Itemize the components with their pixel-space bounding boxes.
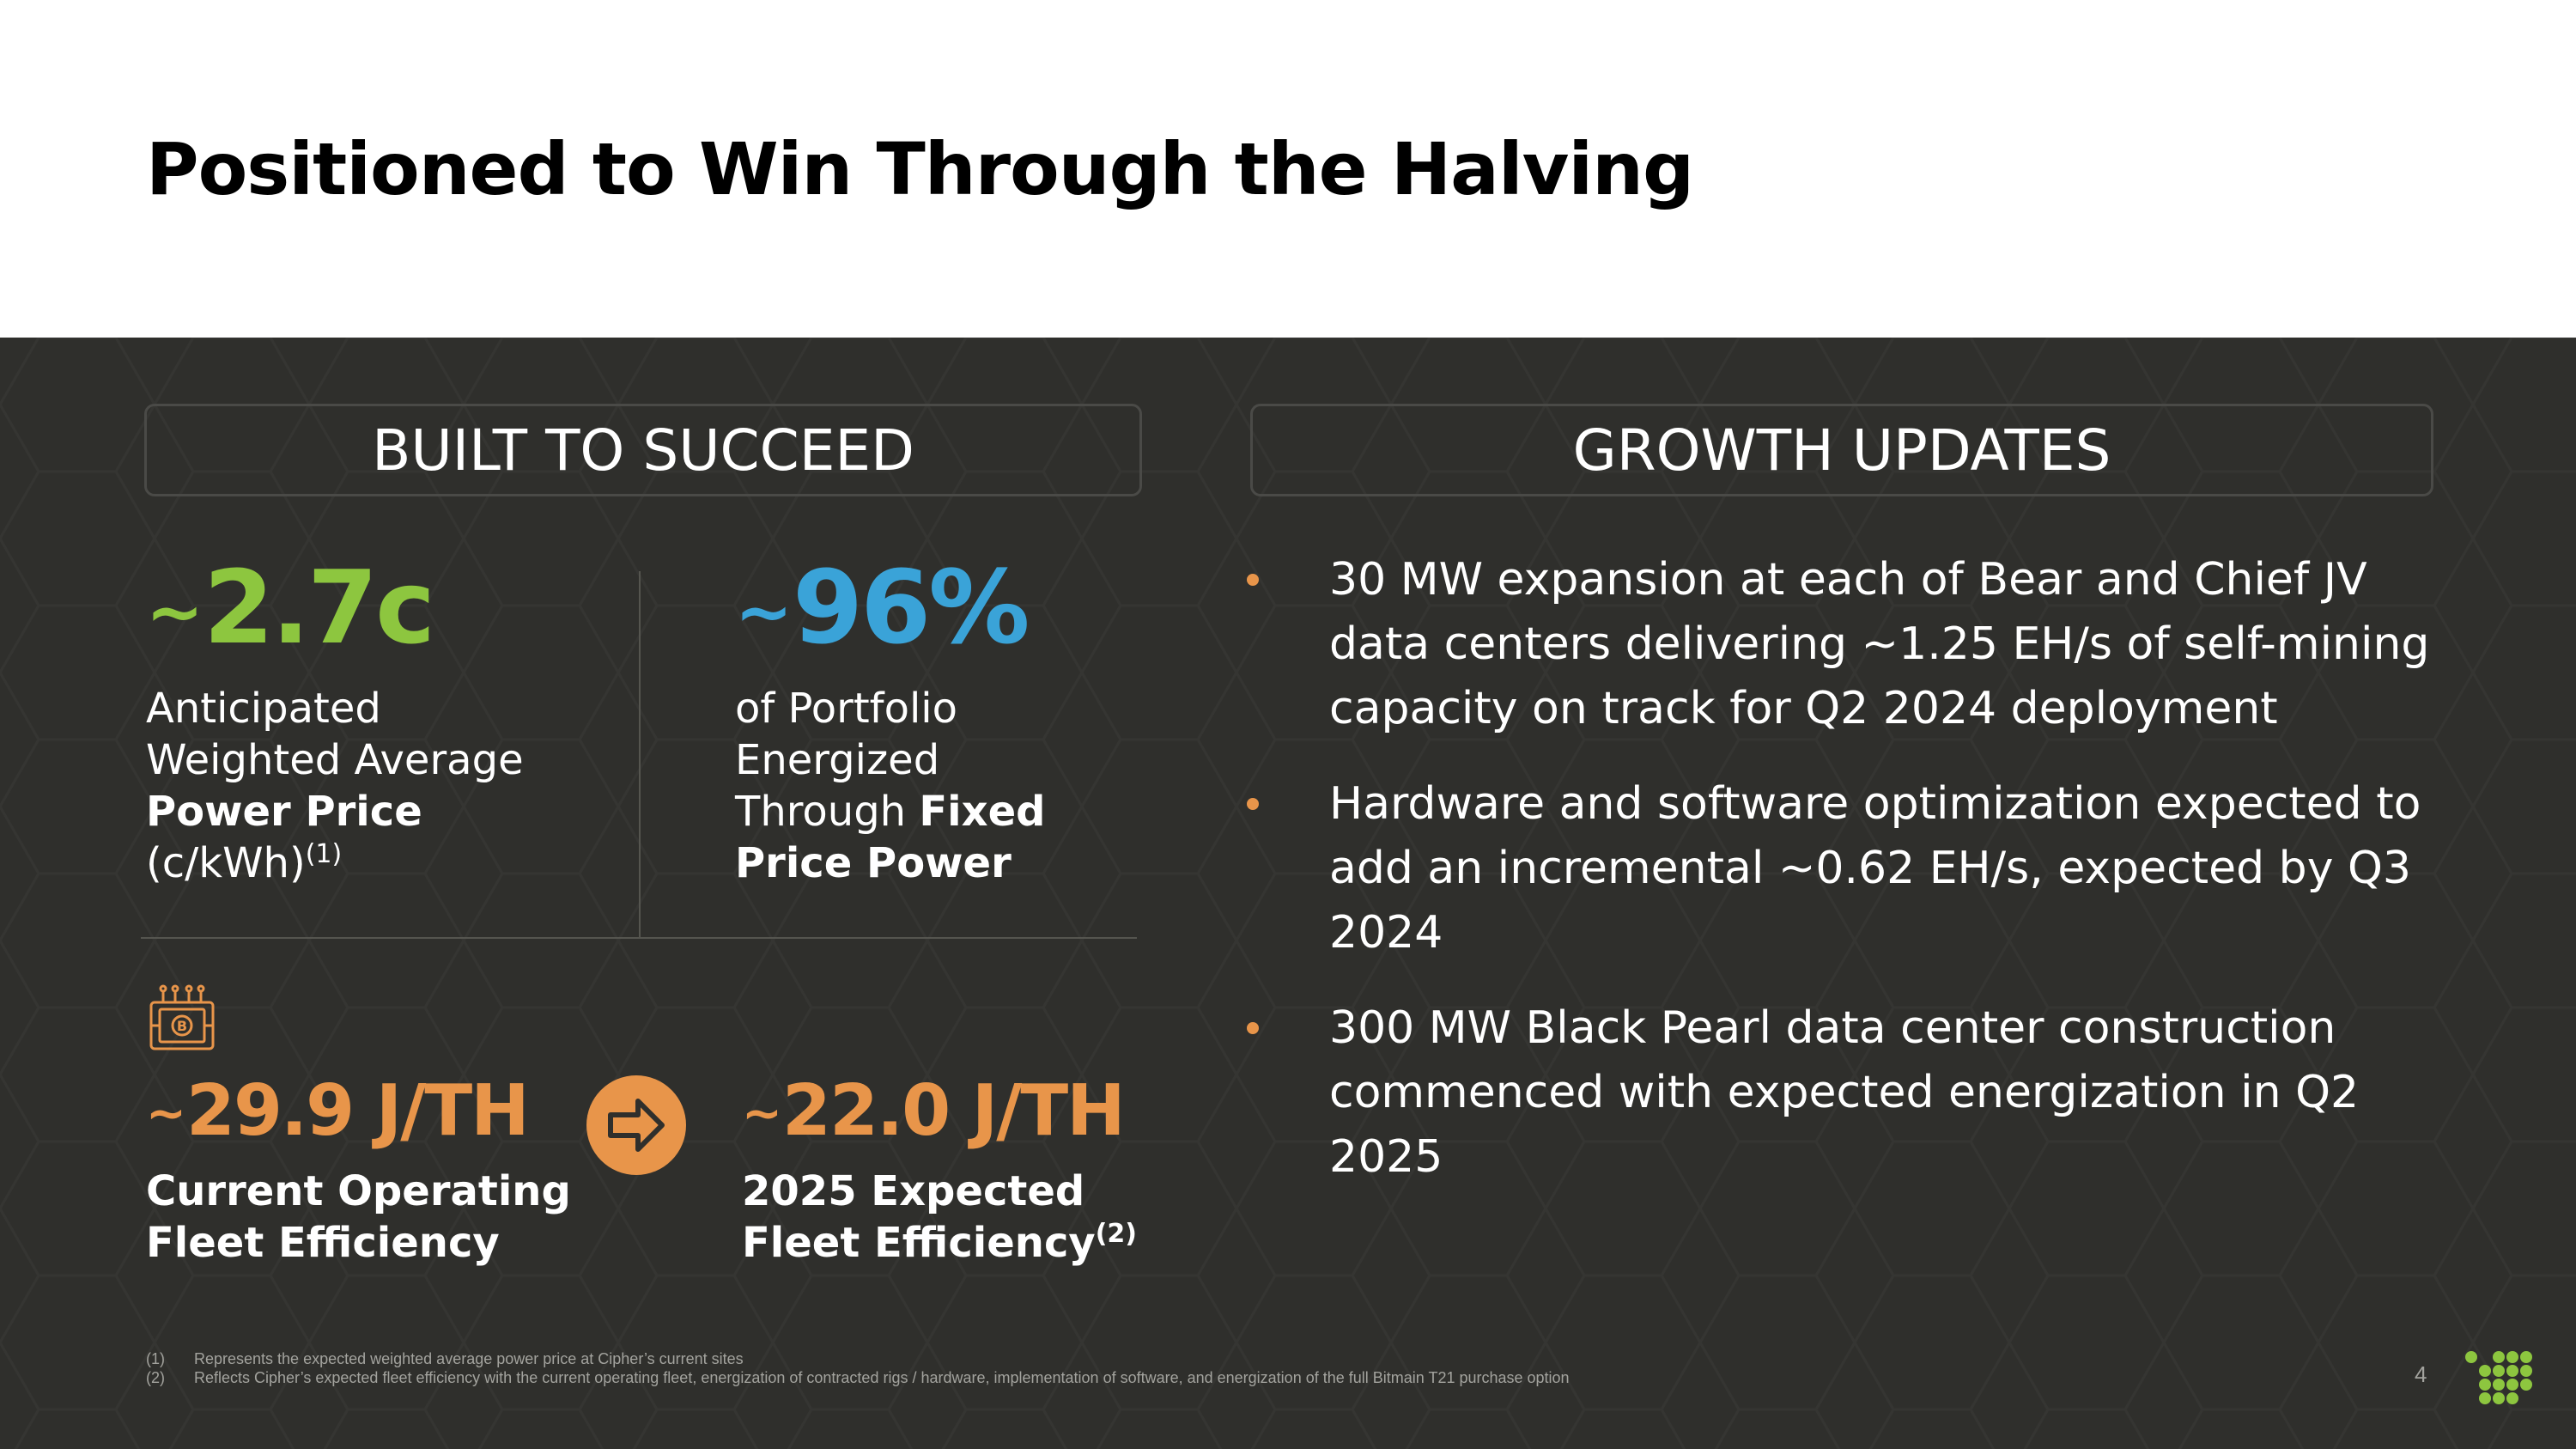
footnote-ref-1: (1) [305,839,343,869]
desc-line: Current Operating [146,1167,571,1215]
current-efficiency-value: 29.9 J/TH [185,1070,530,1152]
desc-line: Through [735,788,920,836]
desc-bold-line: Price Power [735,839,1012,887]
desc-bold-line: Power Price [146,788,422,836]
growth-updates-heading: GROWTH UPDATES [1250,404,2433,496]
desc-line: Fleet Efficiency [146,1219,500,1267]
built-to-succeed-heading: BUILT TO SUCCEED [144,404,1142,496]
vertical-divider [639,571,641,939]
bullet-text: 300 MW Black Pearl data center construct… [1329,1002,2360,1183]
content-panel [0,338,2576,1449]
bullet-dot-icon [1247,574,1259,586]
hexagon-pattern-background [0,338,2576,1449]
bullet-dot-icon [1247,798,1259,810]
power-price-value: 2.7c [204,548,435,667]
desc-line: (c/kWh) [146,839,306,887]
page-number: 4 [2415,1361,2427,1387]
desc-line: Weighted Average [146,736,524,784]
list-item: 30 MW expansion at each of Bear and Chie… [1247,548,2466,741]
bullet-dot-icon [1247,1022,1259,1034]
desc-bold-word: Fixed [919,788,1046,836]
desc-line: Energized [735,736,940,784]
footnote-text: Represents the expected weighted average… [194,1350,744,1367]
footnote-number: (2) [146,1369,165,1386]
cipher-logo-icon [2465,1351,2532,1404]
fixed-price-value: 96% [793,548,1030,667]
footnote-number: (1) [146,1350,165,1367]
growth-updates-list: 30 MW expansion at each of Bear and Chie… [1247,548,2466,1221]
list-item: 300 MW Black Pearl data center construct… [1247,996,2466,1190]
desc-line: of Portfolio [735,685,957,733]
slide-header: Positioned to Win Through the Halving [0,0,2576,338]
stat-tilde: ~ [735,572,793,652]
expected-efficiency-value: 22.0 J/TH [781,1070,1126,1152]
current-efficiency-description: Current Operating Fleet Efficiency [146,1166,571,1269]
footnote-1: (1) Represents the expected weighted aver… [146,1350,744,1368]
bullet-text: Hardware and software optimization expec… [1329,778,2421,959]
fixed-price-stat: ~96% [735,557,1030,658]
desc-line: Anticipated [146,685,381,733]
horizontal-divider [141,937,1137,939]
expected-efficiency-description: 2025 Expected Fleet Efficiency(2) [742,1166,1137,1269]
footnote-ref-2: (2) [1095,1219,1137,1249]
bitcoin-chip-icon: B [149,984,215,1050]
fixed-price-description: of Portfolio Energized Through Fixed Pri… [735,683,1045,889]
svg-text:B: B [177,1018,187,1034]
footnote-text: Reflects Cipher’s expected fleet efficie… [194,1369,1570,1386]
footnote-2: (2) Reflects Cipher’s expected fleet effi… [146,1369,1570,1387]
desc-line: Fleet Efficiency [742,1219,1096,1267]
arrow-right-icon [586,1075,686,1175]
power-price-description: Anticipated Weighted Average Power Price… [146,683,524,889]
current-efficiency-stat: ~29.9 J/TH [146,1076,530,1147]
bullet-text: 30 MW expansion at each of Bear and Chie… [1329,554,2430,734]
slide-title: Positioned to Win Through the Halving [146,127,1694,211]
list-item: Hardware and software optimization expec… [1247,772,2466,965]
stat-tilde: ~ [742,1086,782,1142]
stat-tilde: ~ [146,1086,186,1142]
power-price-stat: ~2.7c [146,557,435,658]
expected-efficiency-stat: ~22.0 J/TH [742,1076,1126,1147]
stat-tilde: ~ [146,572,204,652]
desc-line: 2025 Expected [742,1167,1085,1215]
